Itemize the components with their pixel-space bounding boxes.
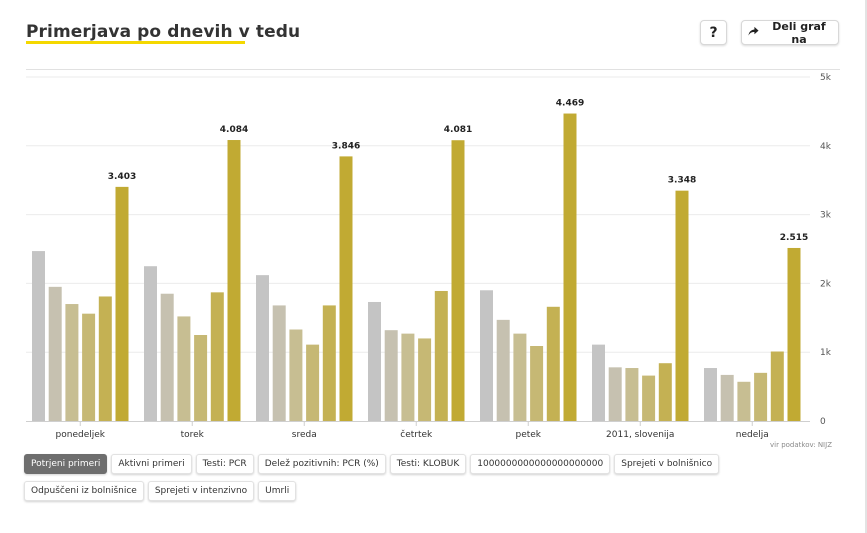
bar <box>48 286 62 421</box>
tab-1[interactable]: Aktivni primeri <box>111 454 192 474</box>
bar <box>434 290 448 421</box>
bar <box>82 313 96 421</box>
x-tick-label: nedelja <box>736 430 769 440</box>
title-underline <box>26 41 245 44</box>
tab-3[interactable]: Delež pozitivnih: PCR (%) <box>257 454 386 474</box>
tab-2[interactable]: Testi: PCR <box>195 454 254 474</box>
x-tick-label: četrtek <box>400 429 433 440</box>
x-tick-label: sreda <box>292 430 317 440</box>
metric-tabs: Potrjeni primeri Aktivni primeri Testi: PC… <box>24 454 824 501</box>
bar <box>368 301 381 421</box>
y-tick-label: 0 <box>820 417 826 427</box>
help-button[interactable]: ? <box>700 20 727 45</box>
y-tick-label: 3k <box>820 211 832 221</box>
x-tick-label: torek <box>181 430 205 440</box>
tab-9[interactable]: Umrli <box>258 481 297 501</box>
bar <box>210 292 224 421</box>
x-tick-label: petek <box>515 430 541 440</box>
bar <box>115 186 129 421</box>
bar <box>513 333 527 421</box>
y-tick-label: 5k <box>820 73 832 83</box>
bar <box>642 375 656 421</box>
bar <box>720 374 734 421</box>
share-arrow-icon <box>748 26 759 40</box>
bar <box>160 293 174 421</box>
bar <box>227 140 241 421</box>
bar <box>322 305 336 421</box>
tab-5[interactable]: 1000000000000000000000 <box>470 454 611 474</box>
page-title: Primerjava po dnevih v tedu <box>26 22 301 42</box>
tab-7[interactable]: Odpuščeni iz bolnišnice <box>24 481 144 501</box>
bar <box>480 290 493 421</box>
x-tick-label: 2011, slovenija <box>606 430 674 440</box>
bar <box>675 190 689 421</box>
share-button[interactable]: Deli graf na <box>741 19 839 46</box>
bar <box>177 316 191 421</box>
data-label: 4.081 <box>444 125 472 135</box>
bar <box>658 363 672 421</box>
bar <box>530 346 544 421</box>
bar <box>754 372 768 421</box>
bar <box>272 305 286 421</box>
x-tick-label: ponedeljek <box>56 430 106 440</box>
data-label: 3.348 <box>668 176 696 186</box>
bar <box>563 113 577 421</box>
bar <box>496 319 510 421</box>
chart-top-rule <box>26 69 840 70</box>
bar <box>32 251 45 421</box>
bar <box>384 330 398 421</box>
bar <box>592 344 605 421</box>
tab-0[interactable]: Potrjeni primeri <box>24 454 108 474</box>
y-tick-label: 4k <box>820 142 832 152</box>
bar <box>546 306 560 421</box>
bar <box>98 296 112 421</box>
page-right-border <box>865 0 867 533</box>
data-source-label: vir podatkov: NIJZ <box>770 441 832 449</box>
bar <box>289 329 303 421</box>
bar <box>194 335 208 421</box>
data-label: 3.403 <box>108 172 136 182</box>
tab-6[interactable]: Sprejeti v bolnišnico <box>614 454 720 474</box>
bar <box>451 140 465 421</box>
y-tick-label: 1k <box>820 348 832 358</box>
bar <box>418 338 432 421</box>
bar <box>704 368 717 421</box>
y-tick-label: 2k <box>820 279 832 289</box>
bar <box>625 368 639 421</box>
data-label: 2.515 <box>780 233 808 243</box>
share-button-label: Deli graf na <box>772 19 826 46</box>
data-label: 4.084 <box>220 125 248 135</box>
bar <box>770 351 784 421</box>
tab-4[interactable]: Testi: KLOBUK <box>389 454 467 474</box>
data-label: 3.846 <box>332 141 360 151</box>
help-button-label: ? <box>709 24 718 41</box>
bar <box>787 247 801 421</box>
data-label: 4.469 <box>556 99 584 109</box>
bar <box>401 333 415 421</box>
bar <box>608 367 622 421</box>
bar <box>306 344 320 421</box>
bar <box>339 156 353 421</box>
bar <box>737 381 751 421</box>
tab-8[interactable]: Sprejeti v intenzivno <box>147 481 255 501</box>
bar <box>65 304 79 421</box>
bar <box>144 266 157 421</box>
bar <box>256 275 269 421</box>
